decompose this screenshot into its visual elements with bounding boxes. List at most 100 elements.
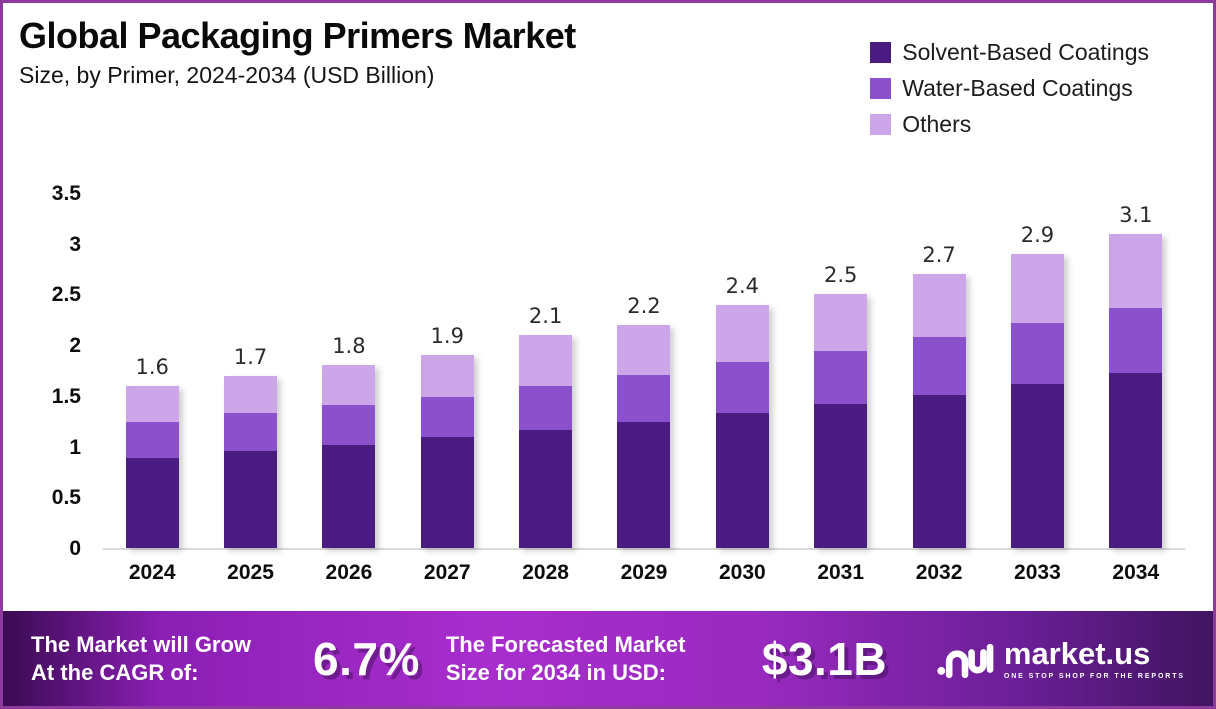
bar-stack [814, 294, 868, 548]
segment-waterbased [715, 362, 769, 414]
legend-item-1: Solvent-Based Coatings [870, 39, 1149, 66]
legend-swatch-icon [870, 114, 892, 135]
segment-solventbased [617, 422, 671, 548]
cagr-label-line2: At the CAGR of: [31, 659, 199, 685]
segment-others [125, 385, 179, 423]
x-tick-label-2026: 2026 [325, 561, 373, 584]
legend-swatch-icon [870, 42, 892, 63]
x-axis: 2024 2025 2026 2027 2028 2029 2030 2031 2032 2033… [103, 561, 1185, 585]
forecast-label-line2: Size for 2034 in USD: [445, 659, 666, 685]
bar-stack [912, 274, 966, 548]
x-tick-label-2032: 2032 [915, 561, 963, 584]
bar-stack [224, 375, 278, 548]
bar-group-2033: 2.9 [988, 193, 1086, 548]
bar-stack [519, 335, 573, 548]
header: Global Packaging Primers Market Size, by… [19, 15, 576, 89]
legend-label: Water-Based Coatings [902, 75, 1133, 101]
bar-group-2029: 2.2 [595, 193, 693, 548]
segment-waterbased [617, 374, 671, 423]
x-tick-label-2033: 2033 [1014, 561, 1061, 584]
x-tick-label-2030: 2030 [718, 561, 766, 584]
bar-total-label: 3.1 [1119, 202, 1153, 227]
bar-stack [125, 385, 179, 548]
bar-wrap: 3.1 [1109, 202, 1163, 548]
bar-wrap: 1.6 [125, 355, 179, 548]
segment-solventbased [912, 394, 966, 548]
bar-group-2025: 1.7 [201, 193, 299, 548]
segment-others [1109, 233, 1163, 308]
bar-wrap: 1.8 [322, 334, 376, 548]
legend-label: Others [902, 111, 972, 137]
cagr-label: The Market will Grow At the CAGR of: [31, 631, 303, 686]
cagr-value: 6.7% [313, 632, 420, 685]
bar-total-label: 1.7 [233, 344, 268, 369]
segment-others [322, 365, 376, 405]
y-tick-label: 0.5 [51, 486, 81, 510]
bar-group-2030: 2.4 [693, 193, 791, 548]
segment-solventbased [125, 457, 179, 548]
bar-total-label: 2.1 [528, 304, 563, 329]
bar-wrap: 1.7 [224, 344, 278, 548]
segment-others [420, 355, 474, 397]
segment-others [912, 274, 966, 338]
bar-group-2034: 3.1 [1087, 193, 1185, 548]
legend: Solvent-Based Coatings Water-Based Coatin… [870, 39, 1149, 138]
legend-item-2: Water-Based Coatings [870, 75, 1149, 102]
bar-stack [617, 324, 671, 548]
bar-group-2024: 1.6 [103, 193, 201, 548]
segment-others [715, 304, 769, 363]
bar-stack [1010, 253, 1064, 548]
segment-waterbased [1109, 307, 1163, 373]
segment-solventbased [814, 403, 868, 548]
segment-solventbased [1109, 372, 1163, 548]
y-tick-label: 2 [69, 334, 81, 358]
segment-solventbased [715, 413, 769, 548]
x-tick-label-2029: 2029 [620, 561, 668, 584]
segment-solventbased [519, 430, 573, 548]
segment-waterbased [519, 385, 573, 431]
bar-wrap: 2.7 [912, 243, 966, 548]
y-tick-label: 3 [69, 232, 81, 256]
x-tick-label-2034: 2034 [1112, 561, 1160, 584]
y-tick-label: 0 [69, 537, 81, 560]
bar-wrap: 1.9 [420, 324, 474, 548]
y-tick-label: 3.5 [51, 182, 81, 205]
bar-group-2031: 2.5 [792, 193, 890, 548]
x-tick-label-2031: 2031 [817, 561, 865, 584]
bar-group-2026: 1.8 [300, 193, 398, 548]
bar-total-label: 2.2 [627, 293, 661, 318]
logo-wordmark: market.us [1003, 635, 1151, 671]
segment-others [224, 375, 278, 414]
forecast-label: The Forecasted Market Size for 2034 in U… [446, 631, 746, 686]
bar-stack [715, 304, 769, 548]
segment-solventbased [224, 450, 278, 548]
legend-label: Solvent-Based Coatings [902, 39, 1149, 65]
legend-swatch-icon [870, 78, 892, 99]
bar-stack [1109, 233, 1163, 548]
page-title: Global Packaging Primers Market [19, 15, 576, 56]
segment-waterbased [1010, 322, 1064, 384]
bar-wrap: 2.2 [617, 293, 671, 548]
bar-total-label: 2.4 [725, 273, 760, 298]
cagr-label-line1: The Market will Grow [31, 632, 252, 657]
bar-total-label: 2.7 [922, 243, 956, 268]
segment-others [1010, 253, 1064, 323]
legend-item-3: Others [870, 111, 1149, 138]
segment-waterbased [814, 351, 868, 404]
bar-total-label: 1.9 [430, 324, 464, 349]
segment-waterbased [322, 405, 376, 445]
bar-group-2028: 2.1 [496, 193, 594, 548]
bar-wrap: 2.9 [1010, 223, 1064, 548]
segment-others [519, 335, 573, 386]
marketus-logo: market.us ONE STOP SHOP FOR THE REPORTS [936, 637, 1185, 681]
y-tick-label: 1 [69, 435, 81, 459]
bar-wrap: 2.1 [519, 304, 573, 548]
marketus-logo-icon [937, 643, 994, 678]
bar-group-2032: 2.7 [890, 193, 988, 548]
bar-total-label: 1.8 [332, 334, 366, 359]
logo-tagline: ONE STOP SHOP FOR THE REPORTS [1003, 672, 1185, 680]
bar-stack [322, 365, 376, 548]
bar-stack [420, 355, 474, 548]
segment-solventbased [322, 444, 376, 548]
